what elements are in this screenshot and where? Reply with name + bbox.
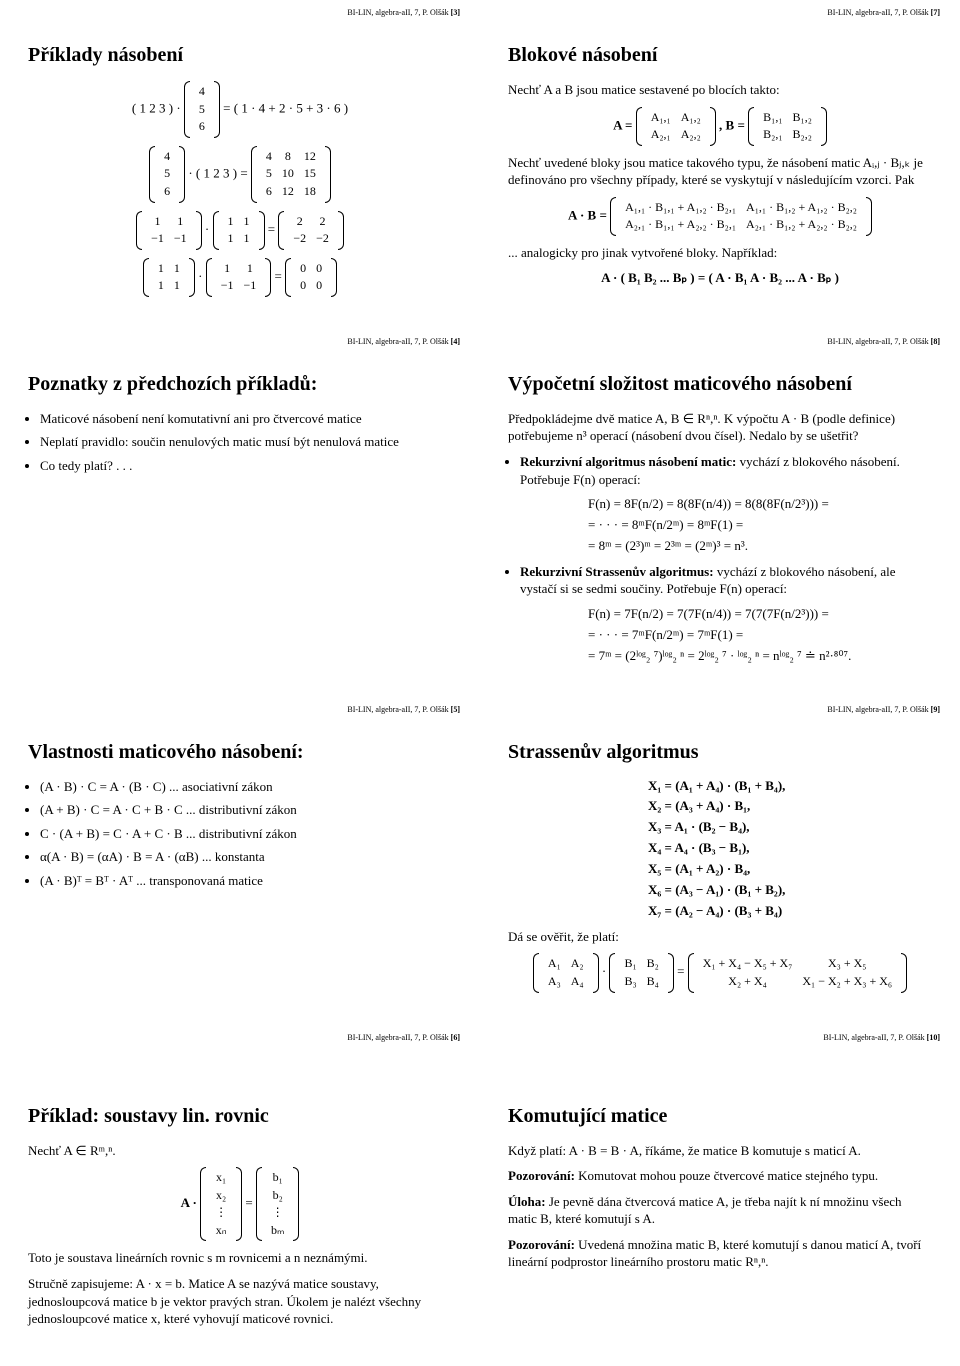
slide-num: [8]	[931, 337, 940, 346]
slide-5: BI-LIN, algebra-aII, 7, P. Olšák [5] Vla…	[0, 697, 480, 1025]
slide-num: [5]	[451, 705, 460, 714]
slide-10: BI-LIN, algebra-aII, 7, P. Olšák [10] Ko…	[480, 1025, 960, 1360]
slide-title: Blokové násobení	[508, 44, 932, 67]
slide-num: [3]	[451, 8, 460, 17]
bullet-list: (A · B) · C = A · (B · C) ... asociativn…	[40, 778, 452, 890]
strassen-result: A₁A₂ A₃A₄ · B₁B₂ B₃B₄ = X₁ + X₄ − X₅ + X…	[508, 953, 932, 992]
slide-header: BI-LIN, algebra-aII, 7, P. Olšák [5]	[347, 705, 460, 714]
slide-4: BI-LIN, algebra-aII, 7, P. Olšák [4] Poz…	[0, 329, 480, 697]
p2: Nechť uvedené bloky jsou matice takového…	[508, 154, 932, 189]
p3: ... analogicky pro jinak vytvořené bloky…	[508, 244, 932, 262]
slide-num: [9]	[931, 705, 940, 714]
eq1-rhs: = ( 1 · 4 + 2 · 5 + 3 · 6 )	[223, 100, 348, 115]
x-definitions: X₁ = (A₁ + A₄) · (B₁ + B₄), X₂ = (A₃ + A…	[648, 778, 932, 920]
p2: Toto je soustava lineárních rovnic s m r…	[28, 1249, 452, 1267]
bullet: (A + B) · C = A · C + B · C ... distribu…	[40, 801, 452, 819]
header-text: BI-LIN, algebra-aII, 7, P. Olšák	[827, 705, 928, 714]
slide-num: [4]	[451, 337, 460, 346]
page-container: BI-LIN, algebra-aII, 7, P. Olšák [3] Pří…	[0, 0, 960, 1360]
bullet: Co tedy platí? . . .	[40, 457, 452, 475]
bullet: (A · B) · C = A · (B · C) ... asociativn…	[40, 778, 452, 796]
slide-title: Komutující matice	[508, 1105, 932, 1128]
slide-header: BI-LIN, algebra-aII, 7, P. Olšák [10]	[823, 1033, 940, 1042]
eq-4: 1111 · 11−1−1 = 0000	[28, 258, 452, 297]
header-text: BI-LIN, algebra-aII, 7, P. Olšák	[347, 8, 448, 17]
bullet: Maticové násobení není komutativní ani p…	[40, 410, 452, 428]
eq2-mid: · ( 1 2 3 ) =	[188, 165, 247, 180]
bullet: Rekurzivní algoritmus násobení matic: vy…	[520, 453, 932, 488]
eq-1: ( 1 2 3 ) · 456 = ( 1 · 4 + 2 · 5 + 3 · …	[28, 81, 452, 138]
slide-header: BI-LIN, algebra-aII, 7, P. Olšák [8]	[827, 337, 940, 346]
header-text: BI-LIN, algebra-aII, 7, P. Olšák	[827, 8, 928, 17]
p3: Úloha: Je pevně dána čtvercová matice A,…	[508, 1193, 932, 1228]
slide-8: BI-LIN, algebra-aII, 7, P. Olšák [8] Výp…	[480, 329, 960, 697]
slide-header: BI-LIN, algebra-aII, 7, P. Olšák [7]	[827, 8, 940, 17]
header-text: BI-LIN, algebra-aII, 7, P. Olšák	[347, 1033, 448, 1042]
eq1-lhs: ( 1 2 3 ) ·	[132, 100, 181, 115]
eq2-res: 4812 51015 61218	[251, 146, 331, 203]
bullet-list: Rekurzivní Strassenův algoritmus: vycház…	[520, 563, 932, 598]
slide-6: BI-LIN, algebra-aII, 7, P. Olšák [6] Pří…	[0, 1025, 480, 1360]
bullet: Rekurzivní Strassenův algoritmus: vycház…	[520, 563, 932, 598]
slide-header: BI-LIN, algebra-aII, 7, P. Olšák [9]	[827, 705, 940, 714]
slide-header: BI-LIN, algebra-aII, 7, P. Olšák [3]	[347, 8, 460, 17]
p1: Předpokládejme dvě matice A, B ∈ Rⁿ,ⁿ. K…	[508, 410, 932, 445]
eq-final: A · ( B₁ B₂ ... Bₚ ) = ( A · B₁ A · B₂ .…	[508, 270, 932, 287]
bullet: (A · B)ᵀ = Bᵀ · Aᵀ ... transponovaná mat…	[40, 872, 452, 890]
p1: Nechť A ∈ Rᵐ,ⁿ.	[28, 1142, 452, 1160]
p1: Když platí: A · B = B · A, říkáme, že ma…	[508, 1142, 932, 1160]
eq-block-1: F(n) = 8F(n/2) = 8(8F(n/4)) = 8(8(8F(n/2…	[588, 496, 932, 555]
def-ab: A = A₁,₁A₁,₂ A₂,₁A₂,₂ , B = B₁,₁B₁,₂ B₂,…	[508, 107, 932, 146]
slide-title: Výpočetní složitost maticového násobení	[508, 373, 932, 396]
bullet: Neplatí pravidlo: součin nenulových mati…	[40, 433, 452, 451]
eq1-vec: 456	[184, 81, 220, 138]
bullet: α(A · B) = (αA) · B = A · (αB) ... konst…	[40, 848, 452, 866]
eq-3: 11−1−1 · 1111 = 22−2−2	[28, 211, 452, 250]
slide-title: Příklady násobení	[28, 44, 452, 67]
bullet-list: Maticové násobení není komutativní ani p…	[40, 410, 452, 475]
eq-block-2: F(n) = 7F(n/2) = 7(7F(n/4)) = 7(7(7F(n/2…	[588, 606, 932, 665]
slide-7: BI-LIN, algebra-aII, 7, P. Olšák [7] Blo…	[480, 0, 960, 329]
header-text: BI-LIN, algebra-aII, 7, P. Olšák	[827, 337, 928, 346]
p1: Nechť A a B jsou matice sestavené po blo…	[508, 81, 932, 99]
header-text: BI-LIN, algebra-aII, 7, P. Olšák	[347, 337, 448, 346]
slide-num: [10]	[927, 1033, 940, 1042]
slide-title: Poznatky z předchozích příkladů:	[28, 373, 452, 396]
p4: Pozorování: Uvedená množina matic B, kte…	[508, 1236, 932, 1271]
slide-title: Strassenův algoritmus	[508, 741, 932, 764]
p3: Stručně zapisujeme: A · x = b. Matice A …	[28, 1275, 452, 1328]
eq2-vec: 456	[149, 146, 185, 203]
slide-3: BI-LIN, algebra-aII, 7, P. Olšák [3] Pří…	[0, 0, 480, 329]
header-text: BI-LIN, algebra-aII, 7, P. Olšák	[347, 705, 448, 714]
slide-title: Vlastnosti maticového násobení:	[28, 741, 452, 764]
slide-header: BI-LIN, algebra-aII, 7, P. Olšák [4]	[347, 337, 460, 346]
system-eq: A · x₁ x₂ ⋮ xₙ = b₁ b₂ ⋮ bₘ	[28, 1167, 452, 1241]
p2: Pozorování: Komutovat mohou pouze čtverc…	[508, 1167, 932, 1185]
bullet-list: Rekurzivní algoritmus násobení matic: vy…	[520, 453, 932, 488]
eq-2: 456 · ( 1 2 3 ) = 4812 51015 61218	[28, 146, 452, 203]
prod-ab: A · B = A₁,₁ · B₁,₁ + A₁,₂ · B₂,₁A₁,₁ · …	[508, 197, 932, 236]
p1: Dá se ověřit, že platí:	[508, 928, 932, 946]
slide-header: BI-LIN, algebra-aII, 7, P. Olšák [6]	[347, 1033, 460, 1042]
slide-num: [6]	[451, 1033, 460, 1042]
header-text: BI-LIN, algebra-aII, 7, P. Olšák	[823, 1033, 924, 1042]
slide-title: Příklad: soustavy lin. rovnic	[28, 1105, 452, 1128]
slide-num: [7]	[931, 8, 940, 17]
slide-9: BI-LIN, algebra-aII, 7, P. Olšák [9] Str…	[480, 697, 960, 1025]
bullet: C · (A + B) = C · A + C · B ... distribu…	[40, 825, 452, 843]
